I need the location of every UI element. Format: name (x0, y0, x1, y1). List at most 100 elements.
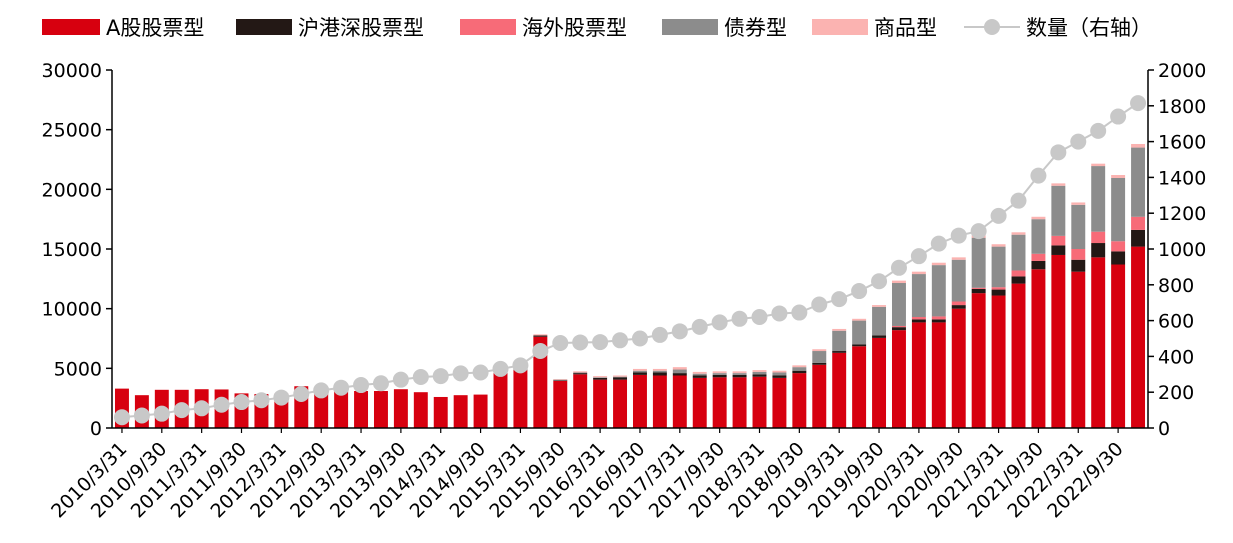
count-point-22 (552, 334, 569, 351)
bar-segment-0-26 (632, 374, 647, 428)
legend: A股股票型 沪港深股票型 海外股票型 债券型 商品型 数量（右轴） (42, 16, 1152, 40)
bar-segment-0-24 (593, 379, 608, 428)
bar-segment-0-13 (373, 391, 388, 428)
bar-segment-1-42 (951, 305, 966, 309)
bar-segment-2-45 (1011, 270, 1026, 277)
count-point-23 (572, 334, 589, 351)
bar-segment-1-25 (613, 377, 628, 380)
legend-label-1: 沪港深股票型 (298, 16, 424, 40)
bar-segment-4-34 (792, 365, 807, 368)
bar-segment-3-42 (951, 259, 966, 302)
bar-segment-0-15 (413, 392, 428, 428)
bar-segment-0-11 (334, 390, 349, 428)
bar-segment-0-49 (1091, 257, 1106, 428)
count-point-45 (1010, 192, 1027, 209)
bar-segment-0-47 (1051, 254, 1066, 428)
bar-segment-3-44 (991, 246, 1006, 288)
bar-segment-0-51 (1131, 246, 1146, 428)
count-point-16 (432, 368, 449, 385)
bar-segment-2-43 (971, 287, 986, 289)
bar-segment-3-50 (1111, 178, 1126, 242)
bar-segment-1-49 (1091, 243, 1106, 258)
bar-segment-3-34 (792, 367, 807, 371)
count-point-28 (671, 323, 688, 340)
bar-segment-0-20 (513, 370, 528, 428)
bar-segment-0-18 (473, 394, 488, 428)
count-point-8 (273, 389, 290, 406)
bar-segment-0-45 (1011, 283, 1026, 428)
count-point-26 (631, 330, 648, 347)
count-point-37 (851, 283, 868, 300)
bar-segment-3-35 (812, 351, 827, 363)
bar-segment-0-14 (393, 389, 408, 428)
count-point-24 (592, 334, 609, 351)
bar-segment-0-17 (453, 395, 468, 428)
bar-segment-1-48 (1071, 259, 1086, 272)
bar-segment-1-32 (752, 374, 767, 377)
bar-segment-3-46 (1031, 219, 1046, 254)
bar-segment-2-51 (1131, 216, 1146, 230)
bar-segment-0-27 (652, 375, 667, 428)
bar-segment-3-28 (672, 369, 687, 374)
bar-segment-0-33 (772, 377, 787, 428)
bar-segment-1-50 (1111, 251, 1126, 265)
legend-label-2: 海外股票型 (522, 16, 627, 40)
legend-swatch-2 (460, 19, 516, 35)
bar-segment-3-29 (692, 373, 707, 376)
bar-segment-1-44 (991, 289, 1006, 296)
count-point-35 (811, 296, 828, 313)
bar-segment-3-36 (832, 330, 847, 352)
right-tick-label: 1400 (1158, 167, 1206, 189)
bar-segment-0-10 (314, 391, 329, 428)
bar-segment-1-37 (852, 344, 867, 347)
bar-segment-4-30 (712, 371, 727, 374)
bar-segment-0-30 (712, 377, 727, 428)
bar-segment-4-38 (872, 305, 887, 307)
bar-segment-0-19 (493, 373, 508, 428)
bar-segment-0-25 (613, 379, 628, 428)
right-tick-label: 1600 (1158, 132, 1206, 154)
bar-segment-3-45 (1011, 234, 1026, 271)
bar-segment-3-38 (872, 306, 887, 336)
bar-segment-3-51 (1131, 147, 1146, 217)
bar-segment-4-37 (852, 318, 867, 321)
count-point-39 (890, 259, 907, 276)
bar-segment-4-26 (632, 368, 647, 371)
count-point-0 (113, 409, 130, 426)
count-point-7 (253, 392, 270, 409)
count-point-15 (412, 368, 429, 385)
bar-segment-1-45 (1011, 276, 1026, 284)
legend-swatch-3 (662, 19, 718, 35)
count-point-51 (1130, 95, 1147, 112)
count-point-6 (233, 394, 250, 411)
bar-segment-1-46 (1031, 260, 1046, 270)
bar-segment-0-40 (911, 322, 926, 428)
bar-segment-3-37 (852, 320, 867, 345)
bar-segment-1-27 (652, 372, 667, 376)
right-tick-label: 800 (1158, 275, 1194, 297)
bar-segment-3-40 (911, 274, 926, 318)
count-point-18 (472, 364, 489, 381)
bar-segment-4-31 (732, 371, 747, 374)
bar-segment-4-21 (533, 334, 548, 336)
bar-segment-0-37 (852, 346, 867, 428)
bar-segment-1-34 (792, 370, 807, 374)
bar-segment-0-42 (951, 308, 966, 428)
count-point-9 (293, 385, 310, 402)
count-point-34 (791, 304, 808, 321)
bar-segment-3-26 (632, 370, 647, 373)
bar-segment-0-28 (672, 375, 687, 428)
bar-segment-1-38 (872, 335, 887, 338)
count-point-47 (1050, 144, 1067, 161)
count-point-1 (133, 407, 150, 424)
legend-swatch-4 (812, 19, 868, 35)
bar-segment-2-46 (1031, 253, 1046, 261)
legend-label-4: 商品型 (874, 16, 937, 40)
bar-segment-3-43 (971, 237, 986, 288)
legend-marker (984, 19, 1000, 35)
bar-segment-4-48 (1071, 202, 1086, 205)
bar-segment-4-49 (1091, 163, 1106, 167)
count-point-11 (333, 379, 350, 396)
